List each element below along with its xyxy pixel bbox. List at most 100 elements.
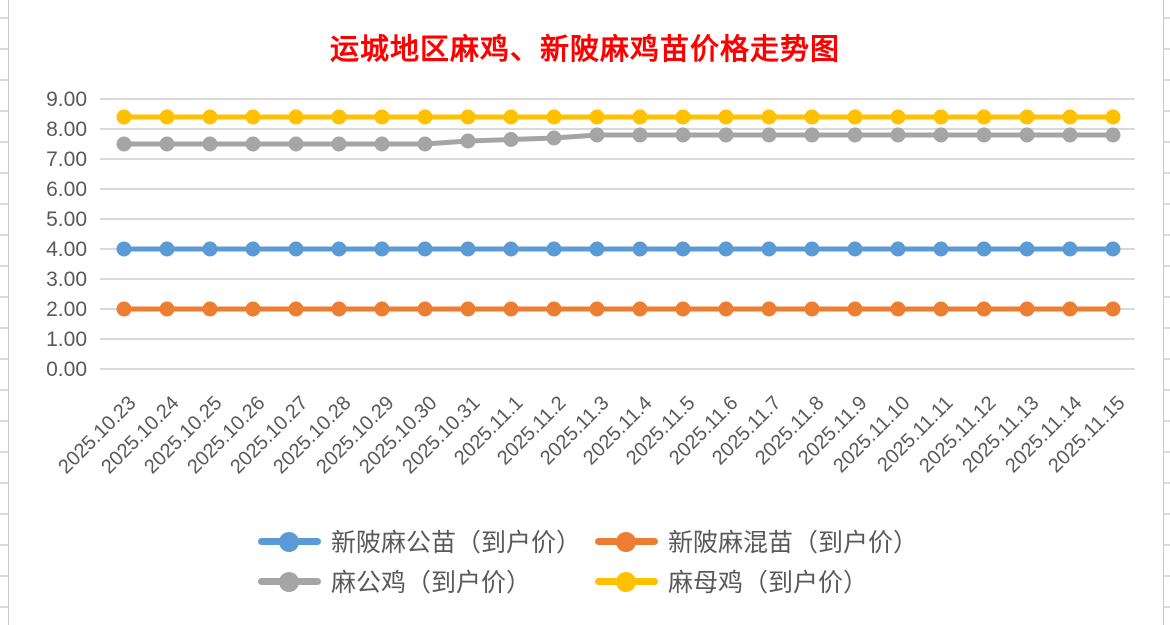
legend-marker-line-dot [258, 571, 321, 592]
data-point-marker [159, 109, 175, 125]
data-point-marker [245, 301, 261, 317]
legend-marker-line-dot [595, 531, 658, 552]
data-point-marker [288, 241, 304, 257]
y-axis-tick-label: 9.00 [46, 88, 87, 111]
data-point-marker [933, 241, 949, 257]
data-point-marker [546, 109, 562, 125]
data-point-marker [546, 301, 562, 317]
data-point-marker [589, 241, 605, 257]
data-point-marker [1062, 241, 1078, 257]
legend-item-xinpo-ma-hun-miao[interactable]: 新陂麻混苗（到户价） [595, 527, 918, 557]
data-point-marker [1062, 301, 1078, 317]
legend-label: 新陂麻混苗（到户价） [668, 528, 919, 557]
legend-item-ma-mu-ji[interactable]: 麻母鸡（到户价） [595, 567, 868, 597]
data-point-marker [675, 241, 691, 257]
chart-title: 运城地区麻鸡、新陂麻鸡苗价格走势图 [329, 32, 840, 66]
data-point-marker [460, 133, 476, 149]
data-point-marker [847, 109, 863, 125]
data-point-marker [847, 127, 863, 143]
data-point-marker [1105, 127, 1121, 143]
data-point-marker [460, 241, 476, 257]
data-point-marker [804, 241, 820, 257]
data-point-marker [890, 241, 906, 257]
legend-label: 麻母鸡（到户价） [668, 568, 869, 597]
data-point-marker [761, 241, 777, 257]
data-point-marker [417, 109, 433, 125]
data-point-marker [417, 301, 433, 317]
data-point-marker [116, 301, 132, 317]
legend-marker-line-dot [595, 571, 658, 592]
legend-item-ma-gong-ji[interactable]: 麻公鸡（到户价） [258, 567, 531, 597]
data-point-marker [159, 301, 175, 317]
data-point-marker [718, 109, 734, 125]
data-point-marker [1062, 109, 1078, 125]
data-point-marker [976, 109, 992, 125]
data-point-marker [1019, 109, 1035, 125]
data-point-marker [159, 241, 175, 257]
spreadsheet-gridlines-right [1163, 0, 1170, 625]
y-axis-tick-label: 6.00 [46, 178, 87, 201]
data-point-marker [632, 301, 648, 317]
data-point-marker [116, 241, 132, 257]
data-point-marker [202, 109, 218, 125]
data-point-marker [804, 127, 820, 143]
data-point-marker [288, 301, 304, 317]
data-point-marker [933, 127, 949, 143]
y-axis-tick-label: 2.00 [46, 298, 87, 321]
data-point-marker [288, 109, 304, 125]
data-point-marker [933, 301, 949, 317]
y-axis-tick-label: 3.00 [46, 268, 87, 291]
data-point-marker [1019, 241, 1035, 257]
data-point-marker [589, 127, 605, 143]
data-point-marker [374, 241, 390, 257]
data-point-marker [589, 109, 605, 125]
data-point-marker [503, 301, 519, 317]
data-point-marker [1105, 109, 1121, 125]
legend-label: 新陂麻公苗（到户价） [331, 528, 582, 557]
data-point-marker [245, 136, 261, 152]
data-point-marker [245, 109, 261, 125]
data-point-marker [417, 136, 433, 152]
data-point-marker [761, 127, 777, 143]
data-point-marker [546, 241, 562, 257]
data-point-marker [460, 109, 476, 125]
data-point-marker [546, 130, 562, 146]
y-axis-tick-label: 5.00 [46, 208, 87, 231]
data-point-marker [288, 136, 304, 152]
legend-label: 麻公鸡（到户价） [331, 568, 532, 597]
data-point-marker [331, 136, 347, 152]
data-point-marker [632, 109, 648, 125]
data-point-marker [460, 301, 476, 317]
spreadsheet-gridlines-left [0, 0, 9, 625]
data-point-marker [116, 109, 132, 125]
data-point-marker [1062, 127, 1078, 143]
data-point-marker [374, 109, 390, 125]
data-point-marker [976, 127, 992, 143]
data-point-marker [589, 301, 605, 317]
data-point-marker [159, 136, 175, 152]
y-axis-tick-label: 8.00 [46, 118, 87, 141]
data-point-marker [804, 109, 820, 125]
y-axis-tick-label: 1.00 [46, 328, 87, 351]
data-point-marker [632, 127, 648, 143]
data-point-marker [675, 127, 691, 143]
data-point-marker [1019, 127, 1035, 143]
data-point-marker [331, 301, 347, 317]
data-point-marker [976, 241, 992, 257]
data-point-marker [890, 127, 906, 143]
legend-marker-line-dot [258, 531, 321, 552]
data-point-marker [503, 132, 519, 147]
data-point-marker [503, 109, 519, 125]
data-point-marker [202, 241, 218, 257]
data-point-marker [374, 136, 390, 152]
data-point-marker [331, 241, 347, 257]
y-axis-tick-label: 4.00 [46, 238, 87, 261]
data-point-marker [1019, 301, 1035, 317]
legend-item-xinpo-ma-gong-miao[interactable]: 新陂麻公苗（到户价） [258, 527, 581, 557]
data-point-marker [761, 109, 777, 125]
data-point-marker [374, 301, 390, 317]
data-point-marker [675, 301, 691, 317]
y-axis-tick-label: 0.00 [46, 358, 87, 381]
data-point-marker [718, 127, 734, 143]
